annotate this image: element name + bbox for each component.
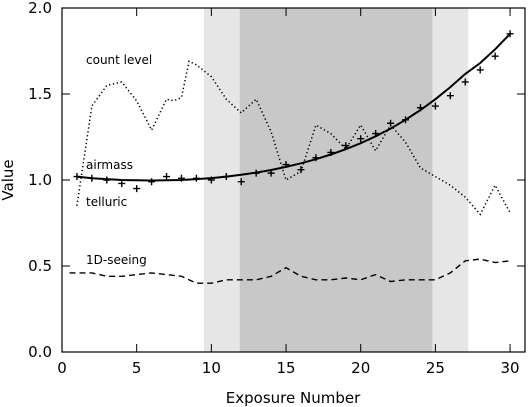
telluric-point — [148, 178, 156, 186]
series-label-airmass: airmass — [86, 158, 133, 172]
telluric-point — [431, 102, 439, 110]
x-axis-title: Exposure Number — [226, 389, 361, 407]
telluric-point — [88, 174, 96, 182]
x-tick-label: 25 — [426, 359, 445, 377]
series-count-level-line — [76, 60, 511, 216]
telluric-point — [327, 148, 335, 156]
telluric-point — [506, 30, 514, 38]
telluric-point — [133, 185, 141, 193]
ticks: 0 5 10 15 20 25 30 0.0 0.5 1.0 1.5 2.0 — [28, 0, 525, 377]
telluric-point — [387, 119, 395, 127]
telluric-point — [342, 142, 350, 150]
x-tick-label: 30 — [501, 359, 520, 377]
y-tick-label: 1.0 — [28, 171, 52, 189]
x-tick-label: 5 — [132, 359, 142, 377]
telluric-point — [237, 178, 245, 186]
telluric-point — [282, 161, 290, 169]
telluric-point — [192, 174, 200, 182]
y-tick-label: 0.0 — [28, 343, 52, 361]
x-tick-label: 10 — [202, 359, 221, 377]
telluric-point — [118, 179, 126, 187]
telluric-point — [163, 173, 171, 181]
telluric-point — [402, 116, 410, 124]
y-tick-label: 0.5 — [28, 257, 52, 275]
telluric-point — [357, 135, 365, 143]
series-airmass-line — [76, 33, 511, 182]
telluric-point — [372, 130, 380, 138]
telluric-point — [312, 154, 320, 162]
telluric-point — [222, 173, 230, 181]
y-tick-label: 2.0 — [28, 0, 52, 17]
telluric-point — [207, 176, 215, 184]
series-1d-seeing-line — [69, 258, 511, 284]
telluric-point — [446, 92, 454, 100]
telluric-point — [73, 173, 81, 181]
x-tick-label: 20 — [351, 359, 370, 377]
telluric-point — [416, 104, 424, 112]
shaded-region-2 — [239, 8, 433, 352]
x-tick-label: 15 — [276, 359, 295, 377]
telluric-point — [476, 66, 484, 74]
series-label-count-level: count level — [86, 53, 152, 67]
telluric-point — [267, 169, 275, 177]
series-telluric — [73, 30, 514, 193]
x-tick-label: 0 — [57, 359, 67, 377]
telluric-point — [491, 52, 499, 60]
series-label-1d-seeing: 1D-seeing — [86, 253, 147, 267]
shaded-regions — [203, 8, 469, 352]
telluric-point — [252, 169, 260, 177]
telluric-point — [297, 166, 305, 174]
telluric-point — [177, 174, 185, 182]
series-layer — [69, 30, 514, 284]
telluric-point — [103, 176, 111, 184]
series-label-telluric: telluric — [86, 195, 127, 209]
telluric-point — [461, 78, 469, 86]
y-tick-label: 1.5 — [28, 85, 52, 103]
y-axis-title: Value — [0, 159, 17, 200]
